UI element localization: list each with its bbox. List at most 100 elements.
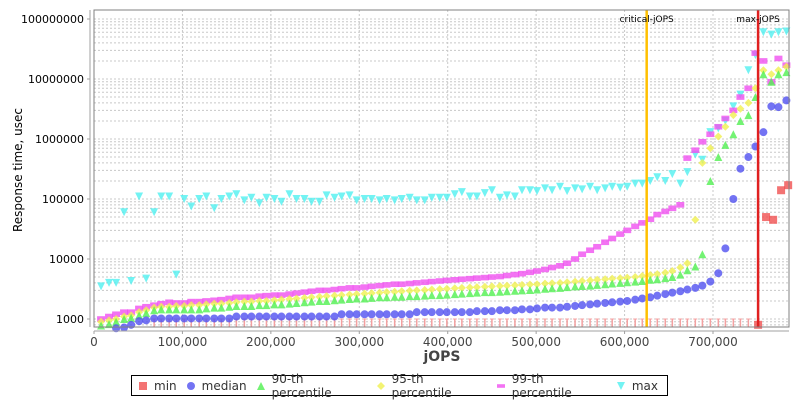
data-point: [593, 186, 602, 195]
data-point: [157, 314, 166, 323]
data-point: [525, 269, 534, 276]
data-point: [736, 116, 745, 125]
data-point: [375, 196, 384, 205]
data-point: [277, 295, 286, 304]
data-point: [472, 307, 481, 316]
reference-lines: critical-jOPS max-jOPS: [620, 10, 780, 327]
data-point: [556, 182, 565, 191]
data-point: [465, 275, 474, 282]
data-point: [517, 186, 526, 195]
data-point: [375, 293, 384, 302]
data-point: [774, 66, 783, 75]
data-point: [578, 281, 587, 290]
data-point: [729, 130, 738, 139]
y-axis-ticks: 1000 10000 100000 1000000 10000000 100000000: [21, 13, 90, 326]
data-point: [578, 301, 587, 310]
data-point: [676, 270, 685, 279]
data-point: [442, 284, 451, 293]
data-point: [563, 187, 572, 196]
data-point: [601, 275, 610, 284]
data-point: [180, 305, 189, 314]
data-point: [510, 306, 519, 315]
data-point: [661, 268, 670, 277]
data-point: [382, 310, 391, 319]
data-point: [480, 288, 489, 297]
data-point: [691, 147, 700, 154]
data-point: [270, 292, 279, 298]
data-point: [105, 278, 114, 287]
data-point: [435, 291, 444, 300]
data-point: [721, 244, 730, 253]
data-point: [706, 277, 715, 286]
data-point: [420, 308, 429, 317]
data-point: [691, 262, 700, 271]
data-point: [646, 293, 655, 302]
data-point: [315, 197, 324, 206]
data-point: [367, 310, 376, 319]
data-point: [525, 305, 534, 314]
data-point: [127, 320, 136, 329]
plot-frame: [93, 9, 790, 328]
data-point: [225, 314, 234, 323]
data-point: [412, 308, 421, 317]
data-point: [502, 272, 511, 279]
data-point: [525, 280, 534, 289]
data-point: [450, 308, 459, 317]
data-point: [127, 313, 136, 322]
x-tick-label: 100,000: [158, 335, 208, 349]
data-point: [767, 70, 776, 79]
data-point: [736, 164, 745, 173]
data-point: [729, 102, 738, 111]
data-point: [232, 294, 241, 301]
data-point: [202, 304, 211, 313]
x-tick-label: 700,000: [688, 335, 738, 349]
data-point: [142, 309, 151, 318]
data-point: [774, 28, 783, 37]
data-point: [427, 308, 436, 317]
data-point: [683, 155, 692, 161]
data-point: [668, 288, 677, 297]
data-point: [157, 192, 166, 201]
data-point: [487, 288, 496, 297]
data-point: [397, 195, 406, 203]
data-point: [457, 308, 466, 317]
data-point: [623, 182, 632, 191]
data-point: [777, 186, 786, 195]
data-point: [390, 292, 399, 301]
legend-label: median: [201, 378, 247, 393]
data-point: [540, 266, 549, 273]
data-point: [225, 295, 234, 302]
data-point: [262, 312, 271, 321]
data-point: [345, 290, 354, 299]
data-point: [653, 291, 662, 300]
data-point: [450, 290, 459, 299]
data-point: [352, 290, 361, 299]
data-point: [646, 271, 655, 280]
data-point: [390, 196, 399, 205]
legend-item-95-th-percentile: 95-th percentile: [376, 372, 487, 400]
data-point: [487, 274, 496, 280]
data-point: [120, 315, 129, 323]
data-point: [563, 260, 572, 267]
data-point: [767, 77, 776, 86]
data-point: [698, 250, 707, 259]
data-point: [420, 196, 429, 205]
data-point: [345, 191, 354, 200]
data-point: [525, 285, 534, 294]
data-point: [135, 311, 144, 320]
data-point: [548, 186, 557, 195]
data-point: [217, 314, 226, 323]
legend-label: min: [154, 378, 177, 393]
data-point: [638, 294, 647, 303]
triangle-down-marker-icon: [616, 381, 625, 390]
data-point: [593, 275, 602, 284]
data-point: [180, 195, 189, 203]
data-point: [217, 303, 226, 312]
data-point: [285, 299, 294, 308]
data-point: [127, 276, 136, 285]
data-point: [676, 179, 685, 188]
data-point: [172, 305, 181, 314]
data-point: [397, 310, 406, 319]
data-point: [623, 227, 632, 234]
data-point: [165, 299, 174, 306]
